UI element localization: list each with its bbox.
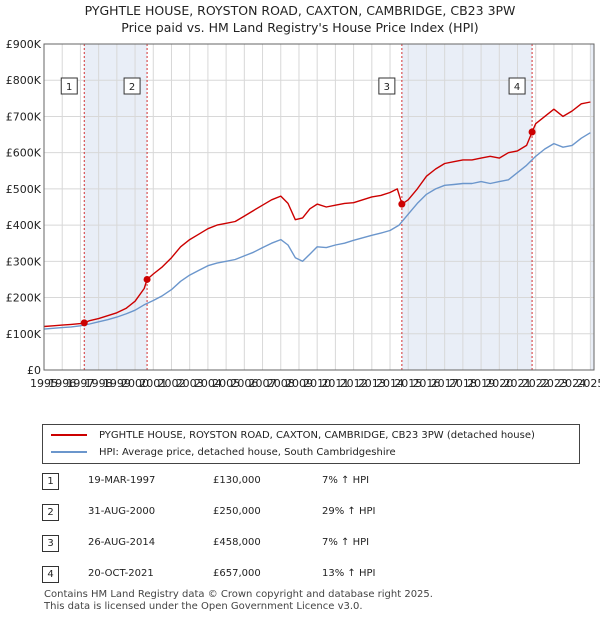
footer-line-2: This data is licensed under the Open Gov… bbox=[44, 601, 363, 612]
sale-label-box bbox=[60, 77, 78, 95]
x-tick-label: 2000 bbox=[121, 377, 149, 390]
hpi-line bbox=[43, 132, 591, 330]
x-tick-label: 2023 bbox=[540, 377, 568, 390]
plot-border bbox=[43, 43, 595, 371]
y-tick-label: £100K bbox=[6, 328, 42, 341]
x-tick-label: 2004 bbox=[194, 377, 222, 390]
sale-date: 31-AUG-2000 bbox=[88, 506, 156, 517]
x-tick-label: 2010 bbox=[303, 377, 331, 390]
x-tick-label: 2011 bbox=[321, 377, 349, 390]
y-tick-label: £400K bbox=[6, 219, 42, 232]
x-tick-label: 2019 bbox=[467, 377, 495, 390]
chart-legend: PYGHTLE HOUSE, ROYSTON ROAD, CAXTON, CAM… bbox=[42, 424, 580, 464]
property-price-line bbox=[43, 101, 591, 328]
sale-hpi-change: 7% ↑ HPI bbox=[322, 537, 370, 548]
sale-label-number: 2 bbox=[129, 82, 135, 93]
x-tick-label: 2018 bbox=[449, 377, 477, 390]
y-tick-label: £0 bbox=[27, 364, 41, 377]
x-tick-label: 2013 bbox=[358, 377, 386, 390]
y-tick-label: £800K bbox=[6, 74, 42, 87]
legend-item-hpi: HPI: Average price, detached house, Sout… bbox=[51, 444, 396, 461]
shaded-range bbox=[401, 44, 533, 370]
chart-title: PYGHTLE HOUSE, ROYSTON ROAD, CAXTON, CAM… bbox=[0, 2, 600, 36]
sale-price: £657,000 bbox=[213, 568, 261, 579]
sale-label-box bbox=[508, 77, 526, 95]
sale-number-badge: 2 bbox=[42, 504, 59, 521]
x-tick-label: 2024 bbox=[558, 377, 586, 390]
sale-label-number: 1 bbox=[66, 82, 72, 93]
legend-label-hpi: HPI: Average price, detached house, Sout… bbox=[99, 447, 396, 458]
x-tick-label: 2008 bbox=[267, 377, 295, 390]
y-tick-label: £700K bbox=[6, 110, 42, 123]
sale-hpi-change: 7% ↑ HPI bbox=[322, 475, 370, 486]
sale-label-box bbox=[123, 77, 141, 95]
x-tick-label: 2017 bbox=[431, 377, 459, 390]
x-tick-label: 1996 bbox=[48, 377, 76, 390]
sale-row: 4 20-OCT-2021 £657,000 13% ↑ HPI bbox=[0, 563, 600, 585]
x-tick-label: 2001 bbox=[139, 377, 167, 390]
legend-label-property: PYGHTLE HOUSE, ROYSTON ROAD, CAXTON, CAM… bbox=[99, 430, 535, 441]
x-tick-label: 2005 bbox=[212, 377, 240, 390]
sale-point bbox=[143, 275, 151, 283]
sale-number-badge: 1 bbox=[42, 473, 59, 490]
x-tick-label: 2022 bbox=[522, 377, 550, 390]
x-tick-label: 2009 bbox=[285, 377, 313, 390]
y-tick-label: £300K bbox=[6, 255, 42, 268]
y-tick-label: £200K bbox=[6, 292, 42, 305]
x-tick-label: 2025 bbox=[576, 377, 600, 390]
y-tick-label: £600K bbox=[6, 147, 42, 160]
x-tick-label: 2016 bbox=[412, 377, 440, 390]
sale-date: 20-OCT-2021 bbox=[88, 568, 154, 579]
x-tick-label: 1999 bbox=[103, 377, 131, 390]
x-tick-label: 2015 bbox=[394, 377, 422, 390]
sale-label-number: 3 bbox=[384, 82, 390, 93]
footer: Contains HM Land Registry data © Crown c… bbox=[44, 589, 433, 613]
sale-number-badge: 4 bbox=[42, 566, 59, 583]
sale-price: £250,000 bbox=[213, 506, 261, 517]
x-tick-label: 2012 bbox=[340, 377, 368, 390]
y-tick-label: £500K bbox=[6, 183, 42, 196]
x-tick-label: 1997 bbox=[66, 377, 94, 390]
sale-date: 19-MAR-1997 bbox=[88, 475, 156, 486]
sale-label-number: 4 bbox=[514, 82, 520, 93]
sale-label-box bbox=[378, 77, 396, 95]
price-chart: £0 £100K £200K £300K £400K £500K £600K £700K £80… bbox=[6, 38, 600, 390]
y-tick-label: £900K bbox=[6, 38, 42, 51]
x-tick-label: 2006 bbox=[230, 377, 258, 390]
x-tick-label: 2003 bbox=[176, 377, 204, 390]
sale-point bbox=[398, 200, 406, 208]
sale-number-badge: 3 bbox=[42, 535, 59, 552]
shaded-range bbox=[590, 44, 594, 370]
sale-price: £458,000 bbox=[213, 537, 261, 548]
x-tick-label: 2020 bbox=[485, 377, 513, 390]
sale-row: 2 31-AUG-2000 £250,000 29% ↑ HPI bbox=[0, 501, 600, 523]
x-tick-label: 2014 bbox=[376, 377, 404, 390]
title-line-1: PYGHTLE HOUSE, ROYSTON ROAD, CAXTON, CAM… bbox=[84, 3, 516, 18]
x-tick-label: 2007 bbox=[249, 377, 277, 390]
legend-item-property: PYGHTLE HOUSE, ROYSTON ROAD, CAXTON, CAM… bbox=[51, 427, 535, 444]
sale-point bbox=[80, 319, 88, 327]
x-tick-label: 2002 bbox=[157, 377, 185, 390]
legend-swatch-hpi bbox=[51, 451, 87, 453]
sale-hpi-change: 29% ↑ HPI bbox=[322, 506, 376, 517]
footer-line-1: Contains HM Land Registry data © Crown c… bbox=[44, 589, 433, 600]
shaded-range bbox=[84, 44, 148, 370]
sale-row: 3 26-AUG-2014 £458,000 7% ↑ HPI bbox=[0, 532, 600, 554]
x-tick-label: 1998 bbox=[85, 377, 113, 390]
sale-point bbox=[528, 128, 536, 136]
legend-swatch-property bbox=[51, 434, 87, 436]
sale-hpi-change: 13% ↑ HPI bbox=[322, 568, 376, 579]
x-tick-label: 2021 bbox=[504, 377, 532, 390]
x-tick-label: 1995 bbox=[30, 377, 58, 390]
sale-date: 26-AUG-2014 bbox=[88, 537, 156, 548]
sale-price: £130,000 bbox=[213, 475, 261, 486]
sale-row: 1 19-MAR-1997 £130,000 7% ↑ HPI bbox=[0, 470, 600, 492]
title-line-2: Price paid vs. HM Land Registry's House … bbox=[121, 20, 479, 35]
